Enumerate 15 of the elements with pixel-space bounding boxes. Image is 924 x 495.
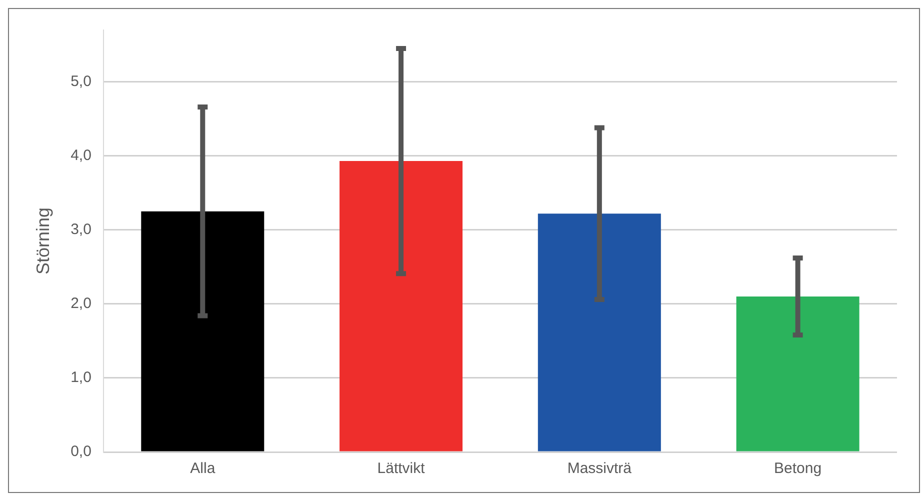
x-tick-label: Lättvikt xyxy=(377,460,426,478)
bar xyxy=(538,214,661,452)
y-tick-label: 1,0 xyxy=(70,369,92,386)
y-axis-title: Störning xyxy=(32,207,53,275)
x-tick-label: Betong xyxy=(774,460,822,478)
y-tick-label: 0,0 xyxy=(70,443,92,460)
x-tick-label: Massivträ xyxy=(567,460,632,478)
y-tick-label: 2,0 xyxy=(70,295,92,312)
y-tick-label: 5,0 xyxy=(70,72,92,90)
y-tick-label: 3,0 xyxy=(70,221,92,238)
y-tick-label: 4,0 xyxy=(70,147,92,164)
bar xyxy=(340,161,463,452)
bar xyxy=(141,211,264,452)
bar xyxy=(736,296,860,452)
x-tick-label: Alla xyxy=(190,460,216,478)
